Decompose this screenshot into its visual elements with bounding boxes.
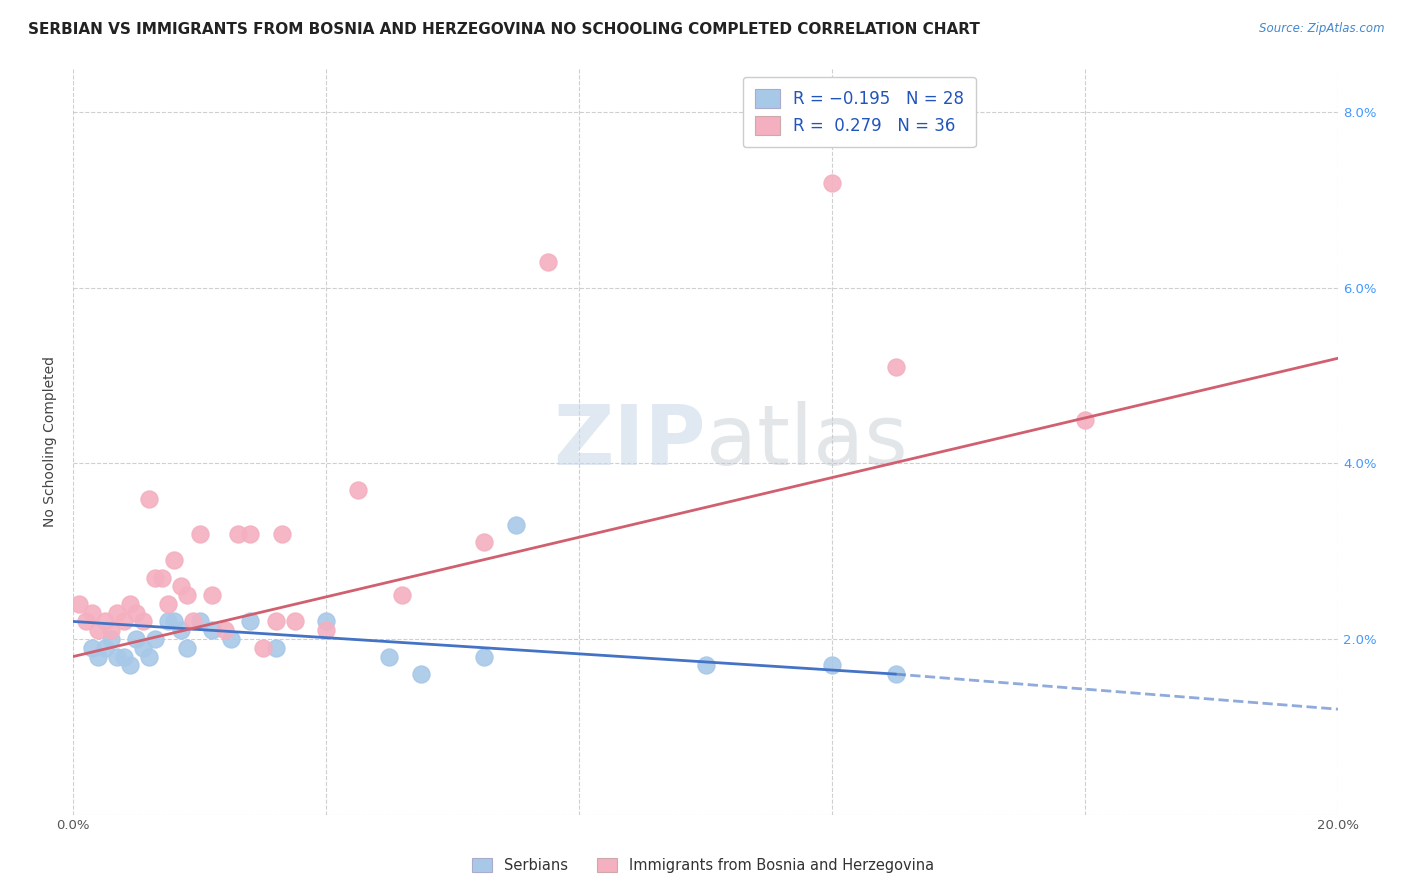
Point — [87, 649, 110, 664]
Point — [201, 588, 224, 602]
Point — [80, 640, 103, 655]
Point — [472, 649, 495, 664]
Point — [884, 667, 907, 681]
Point — [391, 588, 413, 602]
Point — [93, 640, 115, 655]
Text: atlas: atlas — [706, 401, 907, 482]
Point — [143, 570, 166, 584]
Point — [536, 254, 558, 268]
Text: Source: ZipAtlas.com: Source: ZipAtlas.com — [1260, 22, 1385, 36]
Text: ZIP: ZIP — [554, 401, 706, 482]
Point — [821, 658, 844, 673]
Point — [131, 615, 153, 629]
Point — [156, 615, 179, 629]
Point — [239, 526, 262, 541]
Point — [1074, 412, 1097, 426]
Point — [163, 615, 186, 629]
Point — [100, 632, 122, 646]
Point — [505, 517, 527, 532]
Point — [87, 624, 110, 638]
Point — [138, 649, 160, 664]
Point — [226, 526, 249, 541]
Point — [181, 615, 204, 629]
Point — [315, 615, 337, 629]
Point — [112, 615, 135, 629]
Point — [118, 658, 141, 673]
Point — [176, 588, 198, 602]
Point — [138, 491, 160, 506]
Point — [125, 632, 148, 646]
Point — [409, 667, 432, 681]
Point — [75, 615, 97, 629]
Text: SERBIAN VS IMMIGRANTS FROM BOSNIA AND HERZEGOVINA NO SCHOOLING COMPLETED CORRELA: SERBIAN VS IMMIGRANTS FROM BOSNIA AND HE… — [28, 22, 980, 37]
Point — [100, 624, 122, 638]
Point — [176, 640, 198, 655]
Point — [169, 624, 191, 638]
Point — [821, 176, 844, 190]
Point — [93, 615, 115, 629]
Point — [80, 606, 103, 620]
Point — [163, 553, 186, 567]
Point — [118, 597, 141, 611]
Point — [188, 615, 211, 629]
Point — [264, 640, 287, 655]
Point — [346, 483, 368, 497]
Y-axis label: No Schooling Completed: No Schooling Completed — [44, 356, 58, 527]
Point — [214, 624, 236, 638]
Point — [150, 570, 173, 584]
Point — [67, 597, 90, 611]
Point — [105, 606, 128, 620]
Point — [472, 535, 495, 549]
Point — [378, 649, 401, 664]
Point — [201, 624, 224, 638]
Point — [264, 615, 287, 629]
Point — [239, 615, 262, 629]
Point — [884, 359, 907, 374]
Legend: Serbians, Immigrants from Bosnia and Herzegovina: Serbians, Immigrants from Bosnia and Her… — [464, 851, 942, 880]
Point — [131, 640, 153, 655]
Point — [125, 606, 148, 620]
Legend: R = −0.195   N = 28, R =  0.279   N = 36: R = −0.195 N = 28, R = 0.279 N = 36 — [744, 77, 976, 147]
Point — [112, 649, 135, 664]
Point — [188, 526, 211, 541]
Point — [695, 658, 717, 673]
Point — [315, 624, 337, 638]
Point — [156, 597, 179, 611]
Point — [252, 640, 274, 655]
Point — [105, 649, 128, 664]
Point — [283, 615, 305, 629]
Point — [143, 632, 166, 646]
Point — [219, 632, 242, 646]
Point — [270, 526, 292, 541]
Point — [169, 579, 191, 593]
